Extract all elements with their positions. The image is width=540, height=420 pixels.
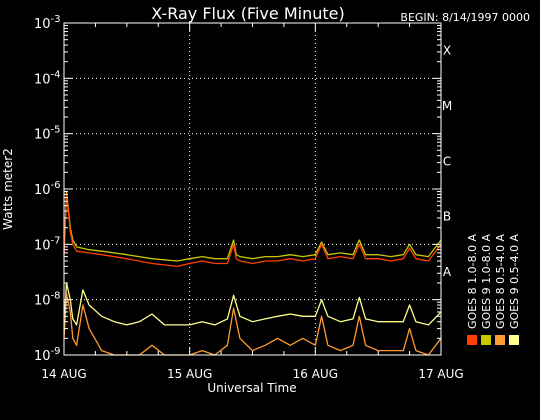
legend-entry-1: GOES 8 0.5-4.0 A [494,233,507,329]
class-label-b: B [443,210,451,224]
flare-class-labels: X M C B A [442,44,452,279]
class-label-a: A [443,265,452,279]
legend-swatch-3 [509,335,519,345]
y-axis-ticks: 10-3 10-4 10-5 10-6 10-7 10-8 10-9 [34,14,441,364]
x-tick-label: 15 AUG [167,367,212,381]
y-tick-label: 10-7 [34,235,61,253]
x-tick-label: 16 AUG [293,367,338,381]
legend-swatch-1 [495,335,505,345]
series-line-3 [63,292,442,356]
x-tick-label: 17 AUG [418,367,463,381]
legend-entry-2: GOES 9 1.0-8.0 A [480,233,493,329]
legend-entry-0: GOES 8 1.0-8.0 A [466,233,479,329]
x-axis-ticks: 14 AUG 15 AUG 16 AUG 17 AUG [41,23,464,381]
y-tick-label: 10-6 [34,180,61,198]
y-axis-label: Watts meter2 [1,148,15,230]
y-tick-label: 10-8 [34,291,61,309]
series-line-1 [63,193,442,268]
legend-entry-3: GOES 9 0.5-4.0 A [508,233,521,329]
grid-lines [64,23,441,355]
class-label-m: M [442,99,452,113]
chart-title: X-Ray Flux (Five Minute) [151,4,344,23]
x-axis-label: Universal Time [207,381,296,395]
y-tick-label: 10-3 [34,14,61,32]
class-label-x: X [443,44,451,58]
y-tick-label: 10-4 [34,69,61,87]
x-tick-label: 14 AUG [41,367,86,381]
y-tick-label: 10-9 [34,346,61,364]
class-label-c: C [443,154,451,168]
series-group [63,190,442,356]
begin-date-label: BEGIN: 8/14/1997 0000 [400,11,530,24]
series-line-2 [63,282,442,329]
y-tick-label: 10-5 [34,125,61,143]
legend-swatch-0 [467,335,477,345]
series-line-0 [63,190,442,262]
legend-swatch-2 [481,335,491,345]
